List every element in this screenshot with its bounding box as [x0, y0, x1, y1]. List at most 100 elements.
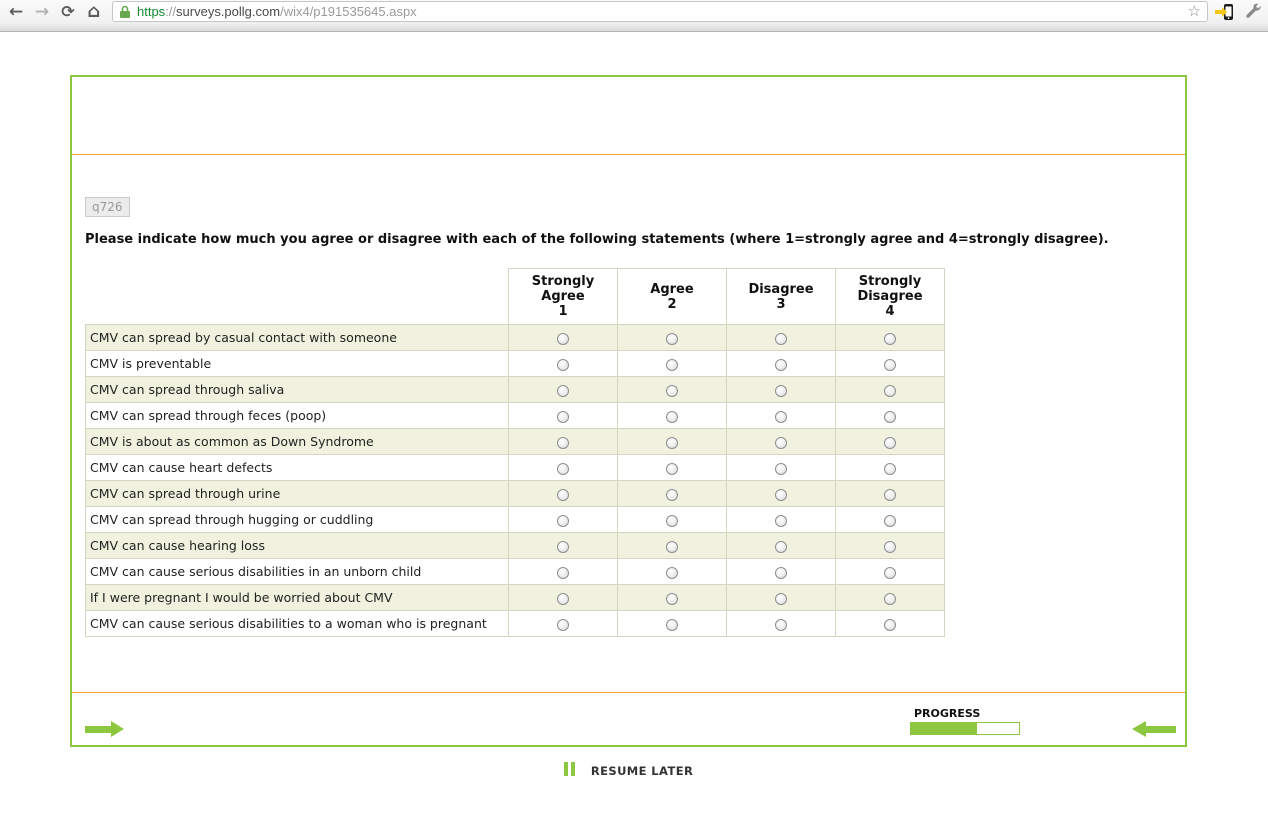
radio-option[interactable]: [775, 592, 787, 605]
home-icon[interactable]: ⌂: [87, 1, 101, 22]
radio-option[interactable]: [666, 332, 678, 345]
radio-option[interactable]: [775, 488, 787, 501]
radio-option[interactable]: [557, 618, 569, 631]
back-icon[interactable]: ←: [8, 2, 24, 22]
radio-option[interactable]: [666, 384, 678, 397]
radio-option[interactable]: [884, 436, 896, 449]
radio-option[interactable]: [884, 618, 896, 631]
progress-bar: [910, 722, 1020, 735]
radio-cell: [835, 532, 945, 559]
radio-option[interactable]: [666, 540, 678, 553]
radio-option[interactable]: [884, 332, 896, 345]
radio-cell: [508, 480, 618, 507]
radio-cell: [617, 506, 727, 533]
radio-cell: [835, 376, 945, 403]
radio-option[interactable]: [666, 592, 678, 605]
radio-option[interactable]: [557, 410, 569, 423]
radio-cell: [617, 480, 727, 507]
radio-option[interactable]: [884, 410, 896, 423]
radio-option[interactable]: [557, 436, 569, 449]
radio-cell: [835, 610, 945, 637]
resume-later-button[interactable]: RESUME LATER: [70, 760, 1187, 780]
statement-label: CMV can spread through feces (poop): [85, 402, 509, 429]
radio-option[interactable]: [775, 618, 787, 631]
statement-label: If I were pregnant I would be worried ab…: [85, 584, 509, 611]
question-id-badge: q726: [85, 197, 130, 217]
radio-cell: [617, 376, 727, 403]
radio-cell: [835, 428, 945, 455]
bookmark-star-icon[interactable]: ☆: [1187, 2, 1201, 20]
radio-option[interactable]: [884, 540, 896, 553]
radio-cell: [726, 532, 836, 559]
progress-indicator: PROGRESS: [910, 707, 1020, 735]
radio-cell: [617, 350, 727, 377]
address-bar[interactable]: https://surveys.pollg.com/wix4/p19153564…: [112, 1, 1208, 22]
radio-cell: [617, 558, 727, 585]
radio-option[interactable]: [557, 514, 569, 527]
matrix-header-row: Strongly Agree 1 Agree 2 Disagree 3 Strongly D…: [85, 268, 945, 325]
radio-option[interactable]: [775, 462, 787, 475]
radio-cell: [726, 506, 836, 533]
radio-option[interactable]: [557, 488, 569, 501]
radio-option[interactable]: [557, 566, 569, 579]
table-row: CMV can spread through hugging or cuddli…: [85, 506, 945, 533]
column-header: Disagree 3: [726, 268, 836, 325]
radio-option[interactable]: [884, 384, 896, 397]
phone-sync-icon[interactable]: [1214, 2, 1236, 22]
radio-option[interactable]: [666, 488, 678, 501]
radio-cell: [726, 454, 836, 481]
radio-cell: [617, 428, 727, 455]
radio-option[interactable]: [557, 384, 569, 397]
radio-cell: [617, 584, 727, 611]
table-row: CMV can spread by casual contact with so…: [85, 324, 945, 351]
radio-option[interactable]: [557, 332, 569, 345]
radio-option[interactable]: [884, 566, 896, 579]
radio-option[interactable]: [666, 436, 678, 449]
table-row: CMV can spread through urine: [85, 480, 945, 507]
statement-label: CMV is about as common as Down Syndrome: [85, 428, 509, 455]
radio-option[interactable]: [666, 462, 678, 475]
radio-option[interactable]: [775, 384, 787, 397]
radio-cell: [617, 324, 727, 351]
radio-option[interactable]: [775, 514, 787, 527]
radio-option[interactable]: [775, 566, 787, 579]
statement-label: CMV is preventable: [85, 350, 509, 377]
radio-option[interactable]: [884, 592, 896, 605]
statement-label: CMV can spread through saliva: [85, 376, 509, 403]
statement-label: CMV can cause serious disabilities to a …: [85, 610, 509, 637]
radio-cell: [508, 506, 618, 533]
radio-option[interactable]: [666, 618, 678, 631]
radio-option[interactable]: [666, 566, 678, 579]
radio-cell: [835, 558, 945, 585]
radio-cell: [508, 532, 618, 559]
forward-icon[interactable]: →: [34, 2, 50, 22]
radio-option[interactable]: [666, 410, 678, 423]
radio-option[interactable]: [557, 540, 569, 553]
radio-option[interactable]: [557, 462, 569, 475]
radio-cell: [508, 454, 618, 481]
radio-cell: [617, 532, 727, 559]
radio-option[interactable]: [775, 540, 787, 553]
wrench-icon[interactable]: [1242, 2, 1264, 22]
radio-option[interactable]: [884, 488, 896, 501]
url-separator: ://: [165, 4, 177, 19]
back-arrow-button[interactable]: [1132, 721, 1176, 737]
radio-option[interactable]: [775, 410, 787, 423]
radio-option[interactable]: [884, 514, 896, 527]
radio-option[interactable]: [775, 358, 787, 371]
radio-option[interactable]: [884, 462, 896, 475]
radio-option[interactable]: [775, 332, 787, 345]
next-arrow-button[interactable]: [85, 721, 125, 737]
radio-option[interactable]: [884, 358, 896, 371]
column-header: Agree 2: [617, 268, 727, 325]
statement-label: CMV can cause hearing loss: [85, 532, 509, 559]
radio-cell: [835, 584, 945, 611]
radio-option[interactable]: [666, 358, 678, 371]
radio-option[interactable]: [775, 436, 787, 449]
radio-cell: [726, 480, 836, 507]
radio-option[interactable]: [557, 358, 569, 371]
reload-icon[interactable]: ⟳: [61, 2, 75, 21]
radio-option[interactable]: [666, 514, 678, 527]
radio-option[interactable]: [557, 592, 569, 605]
radio-cell: [726, 402, 836, 429]
